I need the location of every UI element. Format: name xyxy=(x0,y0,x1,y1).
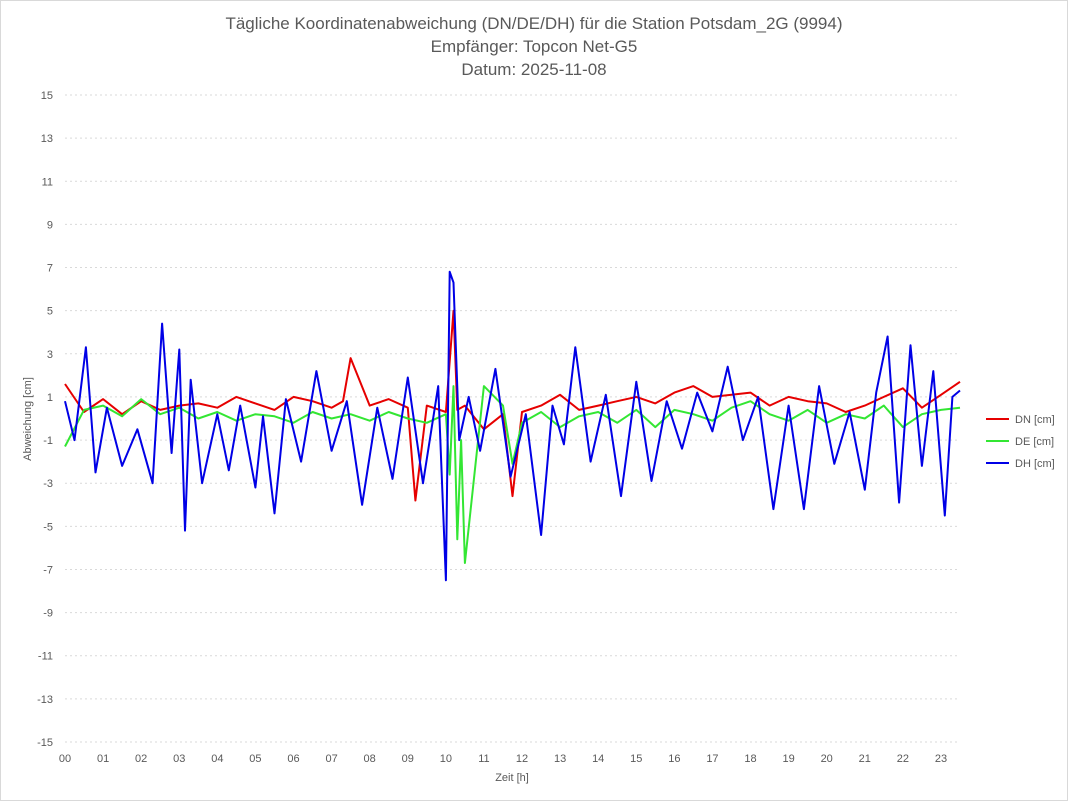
y-axis-ticks: 15 13 11 9 7 5 3 1 -1 -3 -5 -7 -9 -11 -13 -15 xyxy=(37,90,53,749)
x-tick-label: 14 xyxy=(592,753,604,765)
x-tick-label: 12 xyxy=(516,753,528,765)
chart-title-line-3: Datum: 2025-11-08 xyxy=(461,60,606,79)
y-tick-label: 11 xyxy=(42,176,53,188)
x-tick-label: 22 xyxy=(897,753,909,765)
x-tick-label: 18 xyxy=(744,753,756,765)
x-axis-title: Zeit [h] xyxy=(495,772,529,784)
gridlines xyxy=(65,94,960,743)
x-tick-label: 01 xyxy=(97,753,109,765)
chart-title-line-2: Empfänger: Topcon Net-G5 xyxy=(431,37,638,56)
x-tick-label: 17 xyxy=(706,753,718,765)
y-tick-label: -13 xyxy=(37,694,53,706)
x-tick-label: 11 xyxy=(478,753,489,765)
y-tick-label: 1 xyxy=(47,392,53,404)
series-line-de xyxy=(64,385,961,564)
x-tick-label: 23 xyxy=(935,753,947,765)
y-tick-label: -7 xyxy=(43,564,53,576)
x-tick-label: 08 xyxy=(364,753,376,765)
chart-title: Tägliche Koordinatenabweichung (DN/DE/DH… xyxy=(225,14,842,79)
y-tick-label: 7 xyxy=(47,263,53,275)
y-tick-label: -5 xyxy=(43,521,53,533)
x-tick-label: 02 xyxy=(135,753,147,765)
legend-label-dh: DH [cm] xyxy=(1015,458,1055,470)
y-tick-label: 5 xyxy=(47,306,53,318)
x-tick-label: 07 xyxy=(325,753,337,765)
y-tick-label: 15 xyxy=(41,90,53,102)
y-tick-label: 13 xyxy=(41,133,53,145)
legend: DN [cm] DE [cm] DH [cm] xyxy=(986,414,1055,470)
series-lines xyxy=(64,270,961,582)
x-tick-label: 00 xyxy=(59,753,71,765)
x-tick-label: 15 xyxy=(630,753,642,765)
x-tick-label: 16 xyxy=(668,753,680,765)
y-tick-label: -1 xyxy=(43,435,53,447)
series-line-dh xyxy=(64,270,961,582)
legend-label-dn: DN [cm] xyxy=(1015,414,1055,426)
y-tick-label: -15 xyxy=(37,737,53,749)
x-axis-ticks: 00 01 02 03 04 05 06 07 08 09 10 11 12 13 14 15 16 17 18 19… xyxy=(59,753,947,765)
chart-title-line-1: Tägliche Koordinatenabweichung (DN/DE/DH… xyxy=(225,14,842,33)
legend-label-de: DE [cm] xyxy=(1015,436,1054,448)
x-tick-label: 20 xyxy=(821,753,833,765)
x-tick-label: 09 xyxy=(402,753,414,765)
y-tick-label: 9 xyxy=(47,219,53,231)
x-tick-label: 13 xyxy=(554,753,566,765)
x-tick-label: 19 xyxy=(782,753,794,765)
y-tick-label: -3 xyxy=(43,478,53,490)
x-tick-label: 03 xyxy=(173,753,185,765)
y-tick-label: 3 xyxy=(47,349,53,361)
x-tick-label: 10 xyxy=(440,753,452,765)
y-axis-title: Abweichung [cm] xyxy=(22,377,34,461)
x-tick-label: 04 xyxy=(211,753,223,765)
y-tick-label: -9 xyxy=(43,608,53,620)
x-tick-label: 05 xyxy=(249,753,261,765)
x-tick-label: 06 xyxy=(287,753,299,765)
y-tick-label: -11 xyxy=(38,651,53,663)
x-tick-label: 21 xyxy=(859,753,871,765)
